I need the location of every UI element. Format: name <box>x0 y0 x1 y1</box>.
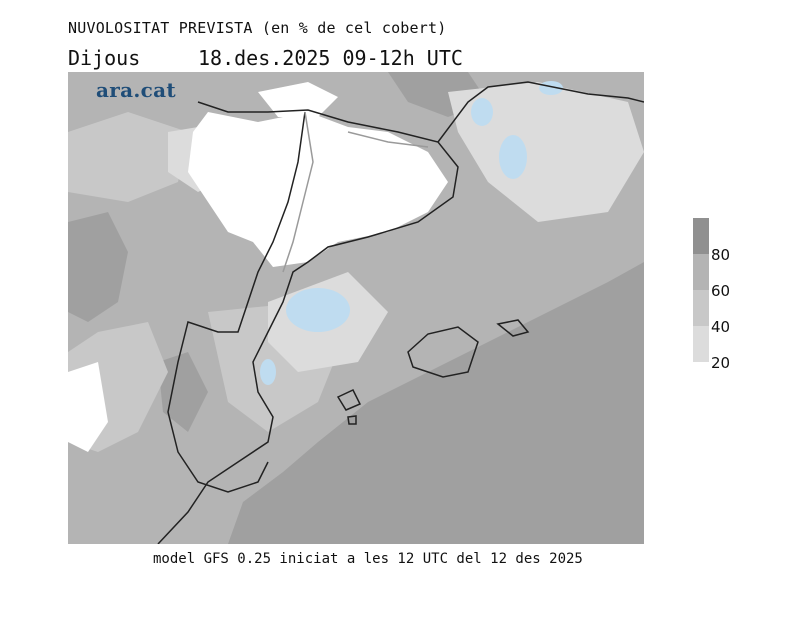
legend-swatch-80 <box>693 254 709 290</box>
coastline-france <box>437 81 644 143</box>
cloud-cover-map: ara.cat <box>68 72 644 544</box>
legend-label-60: 60 <box>711 282 731 300</box>
island-mallorca <box>407 326 479 378</box>
internal-border <box>282 111 314 273</box>
coastline <box>157 101 459 544</box>
legend-swatch-100 <box>693 218 709 254</box>
island-menorca <box>496 319 530 337</box>
land-border <box>167 111 306 493</box>
clear-zone-west-small <box>78 387 98 422</box>
cloud-cover-legend <box>693 218 709 362</box>
ara-cat-logo: ara.cat <box>96 78 176 102</box>
legend-label-20: 20 <box>711 354 731 372</box>
legend-label-80: 80 <box>711 246 731 264</box>
low-cloud-gulf-lion <box>499 135 527 179</box>
low-cloud-delta <box>260 359 276 385</box>
legend-swatch-40 <box>693 326 709 362</box>
low-cloud-coast <box>286 288 350 332</box>
cloud-cover-map-svg <box>68 72 644 544</box>
cloud-zone-80-inland <box>158 352 208 432</box>
legend-label-40: 40 <box>711 318 731 336</box>
forecast-day: Dijous <box>68 46 141 70</box>
legend-swatch-60 <box>693 290 709 326</box>
island-formentera <box>347 415 357 425</box>
island-ibiza <box>336 389 362 411</box>
low-cloud-ne <box>539 81 563 95</box>
cloud-zone-20-ne <box>448 82 644 222</box>
cloud-zone-80-west <box>68 212 128 322</box>
clear-zone-catalonia <box>188 112 448 267</box>
low-cloud-france <box>471 98 493 126</box>
forecast-datetime: 18.des.2025 09-12h UTC <box>198 46 463 70</box>
internal-border-north <box>347 131 429 148</box>
clear-zone-north <box>258 82 338 117</box>
model-footer: model GFS 0.25 iniciat a les 12 UTC del … <box>153 551 583 567</box>
forecast-dateline: Dijous 18.des.2025 09-12h UTC <box>68 46 463 70</box>
map-title: NUVOLOSITAT PREVISTA (en % de cel cobert… <box>68 19 447 37</box>
cloud-zone-40-nw <box>68 112 188 202</box>
cloud-zone-80-sea <box>228 262 644 544</box>
